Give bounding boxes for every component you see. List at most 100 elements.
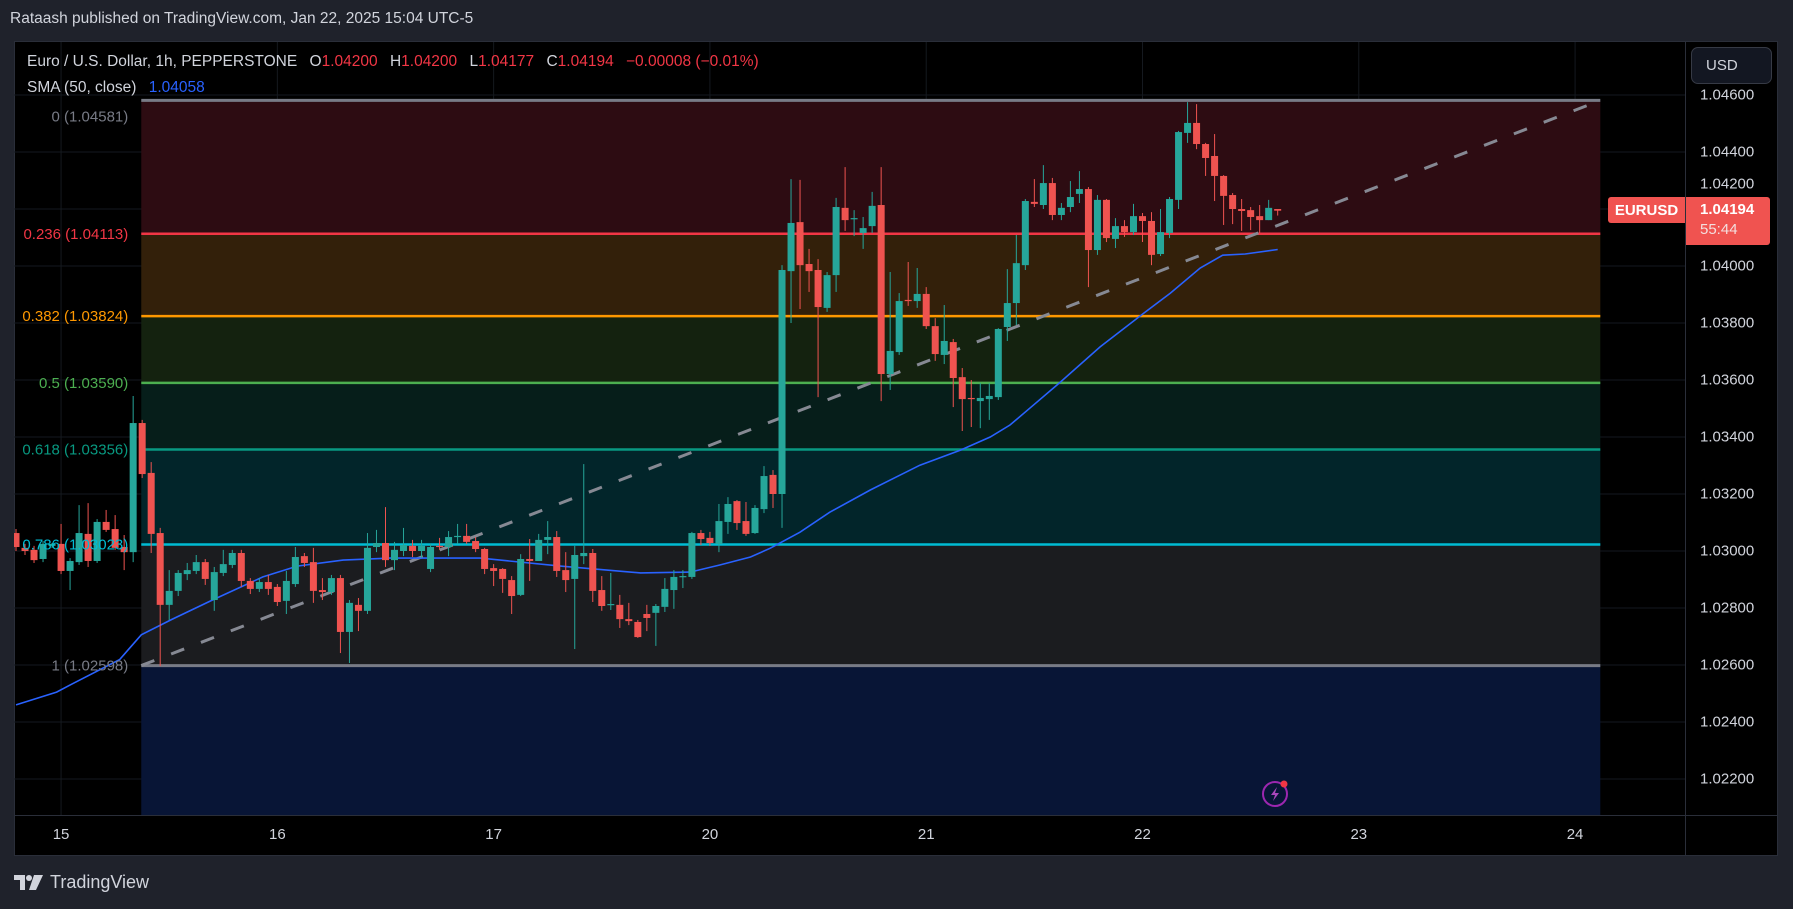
candle <box>886 271 894 390</box>
candle <box>1202 142 1210 176</box>
candle-body <box>237 552 245 581</box>
candle-body <box>1220 175 1228 196</box>
candle-body <box>922 293 930 327</box>
candle-body <box>1021 201 1029 266</box>
candle-body <box>625 619 633 622</box>
publish-info: Rataash published on TradingView.com, Ja… <box>10 10 474 27</box>
high-label: H <box>389 53 402 70</box>
candle-body <box>751 507 759 534</box>
close-label: C <box>546 53 558 70</box>
candle <box>255 578 263 593</box>
candle-body <box>544 537 552 540</box>
candle <box>904 262 912 306</box>
candle <box>895 293 903 355</box>
candle-body <box>688 533 696 577</box>
price-tick-label: 1.02600 <box>1700 656 1755 674</box>
candle-body <box>1175 132 1183 200</box>
symbol-legend[interactable]: Euro / U.S. Dollar, 1h, PEPPERSTONE O1.0… <box>27 53 759 71</box>
candle-body <box>634 621 642 638</box>
candle <box>1129 203 1137 235</box>
candle <box>418 539 426 559</box>
candle-body <box>931 326 939 355</box>
candle <box>165 570 173 620</box>
candle <box>913 267 921 308</box>
candle-body <box>679 576 687 578</box>
candle-body <box>75 533 83 563</box>
sma-legend[interactable]: SMA (50, close) 1.04058 <box>27 79 205 97</box>
candle-body <box>246 580 254 589</box>
candle-body <box>1157 232 1165 255</box>
candle-body <box>814 269 822 308</box>
candle-body <box>976 397 984 402</box>
candle-body <box>436 545 444 548</box>
candle <box>742 501 750 536</box>
candle-body <box>490 568 498 571</box>
candle <box>400 527 408 557</box>
candle-body <box>994 328 1002 398</box>
symbol-price-tag: EURUSD <box>1608 197 1685 223</box>
candle-body <box>409 545 417 551</box>
fib-zone-extension <box>141 665 1601 815</box>
fib-retracement[interactable] <box>141 98 1601 815</box>
time-tick-label: 21 <box>917 826 935 843</box>
candle <box>526 539 534 581</box>
candle-body <box>733 501 741 524</box>
candle <box>661 578 669 612</box>
candle <box>499 568 507 593</box>
candle <box>490 564 498 587</box>
candle <box>1220 175 1228 225</box>
candle <box>823 271 831 312</box>
candle-body <box>400 545 408 551</box>
candle <box>796 179 804 310</box>
candle-body <box>201 562 209 579</box>
lightning-icon[interactable] <box>1260 779 1290 809</box>
candle-body <box>1238 209 1246 211</box>
close-value: 1.04194 <box>557 53 614 70</box>
candle-body <box>1148 220 1156 255</box>
candle <box>409 539 417 557</box>
candle <box>381 507 389 567</box>
candle <box>508 576 516 614</box>
candle <box>607 572 615 610</box>
candle <box>138 419 146 479</box>
candle <box>814 259 822 398</box>
candle <box>571 545 579 650</box>
candle-body <box>138 423 146 475</box>
candle-body <box>48 543 56 546</box>
candle <box>345 600 353 664</box>
candle-body <box>967 397 975 400</box>
price-chart[interactable]: 0 (1.04581) 0.236 (1.04113) 0.382 (1.03824… <box>14 42 1685 815</box>
low-value: 1.04177 <box>478 53 535 70</box>
fib-zone <box>141 233 1601 317</box>
currency-button[interactable]: USD <box>1691 47 1772 84</box>
candle-body <box>1057 207 1065 215</box>
fib-level-label: 0.618 (1.03356) <box>22 442 128 459</box>
candle <box>940 305 948 365</box>
trend-line[interactable] <box>140 99 1601 667</box>
candle-body <box>327 578 335 593</box>
dashed-trend-line[interactable] <box>140 99 1601 667</box>
candle <box>706 531 714 546</box>
candle <box>291 547 299 587</box>
time-tick-label: 23 <box>1350 826 1368 843</box>
candle <box>1021 199 1029 270</box>
candle-body <box>156 533 164 605</box>
fib-level-label: 0.786 (1.03023) <box>22 536 128 553</box>
candle <box>778 265 786 528</box>
candle <box>309 547 317 603</box>
candle <box>769 470 777 508</box>
candle <box>183 562 191 581</box>
candle-body <box>454 535 462 538</box>
candle-body <box>859 228 867 233</box>
candle <box>48 543 56 548</box>
candle-body <box>354 604 362 611</box>
fib-labels: 0 (1.04581) 0.236 (1.04113) 0.382 (1.03824… <box>22 108 128 674</box>
candle <box>327 574 335 595</box>
candle <box>102 509 110 532</box>
candle <box>643 604 651 632</box>
last-price: 1.04194 <box>1700 201 1755 218</box>
candle <box>1066 181 1074 213</box>
candle-body <box>129 423 137 553</box>
candle-body <box>183 570 191 575</box>
candle-body <box>724 503 732 522</box>
